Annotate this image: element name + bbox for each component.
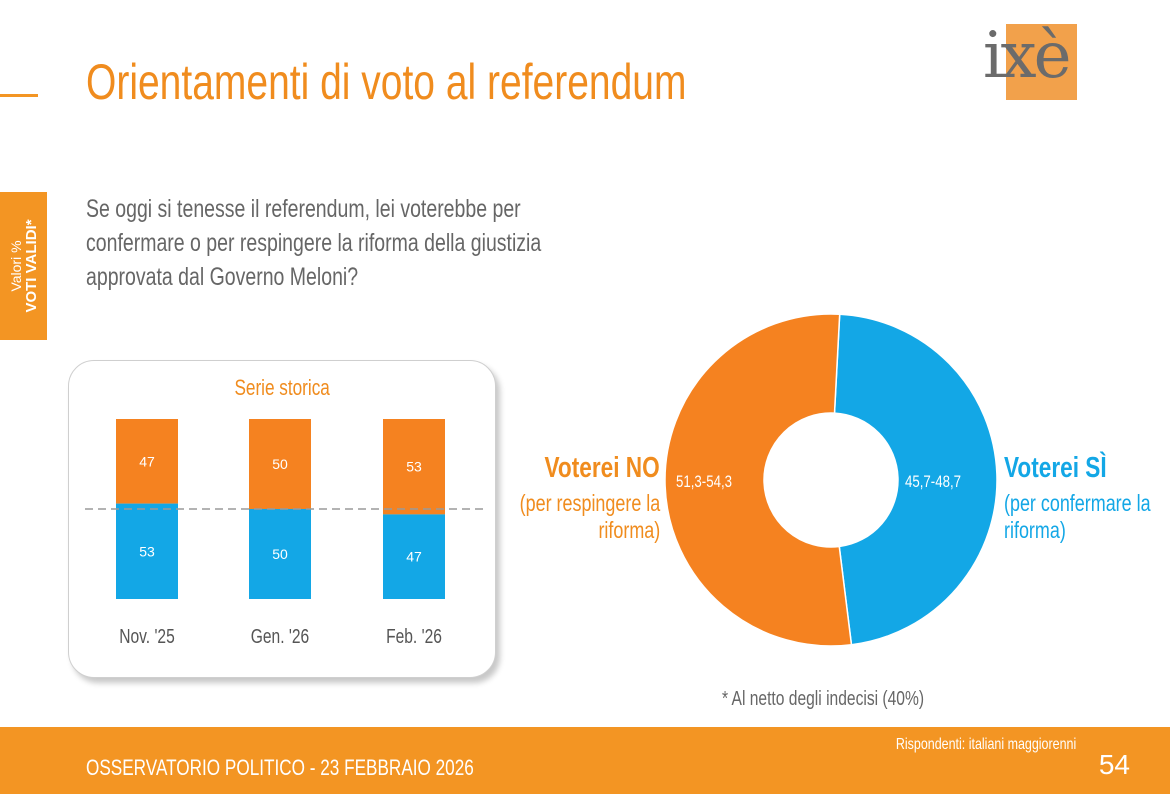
donut-slice-si	[833, 313, 998, 646]
si-sub-line: (per confermare la	[1004, 490, 1151, 516]
si-range-label: 45,7-48,7	[905, 472, 962, 491]
no-sub-line: riforma)	[598, 517, 660, 543]
si-legend-title: Voterei SÌ	[1004, 452, 1107, 484]
no-legend-title: Voterei NO	[544, 452, 660, 484]
bar-si-label: 53	[139, 543, 155, 559]
values-side-tab: Valori % VOTI VALIDI*	[0, 192, 47, 340]
footer-bar: OSSERVATORIO POLITICO - 23 FEBBRAIO 2026…	[0, 727, 1170, 794]
question-line: approvata dal Governo Meloni?	[86, 263, 359, 291]
question-line: confermare o per respingere la riforma d…	[86, 229, 542, 257]
ixe-logo: ixè	[983, 19, 1077, 100]
si-sub-line: riforma)	[1004, 517, 1066, 543]
logo-text: ixè	[983, 19, 1071, 93]
bar-no	[249, 419, 311, 509]
x-tick-label: Nov. '25	[119, 625, 175, 647]
bar-no-label: 50	[272, 456, 288, 472]
logo-square	[1006, 24, 1077, 100]
no-sub-line: (per respingere la	[519, 490, 660, 516]
bar-no	[383, 419, 445, 515]
footer-respondents: Rispondenti: italiani maggiorenni	[895, 736, 1076, 753]
footer-label: OSSERVATORIO POLITICO - 23 FEBBRAIO 2026	[86, 755, 474, 780]
si-legend-subtitle: (per confermare la riforma)	[1004, 490, 1170, 544]
no-range-label: 51,3-54,3	[676, 472, 733, 491]
historical-series-panel: Serie storica 47 53 Nov. '25 50 50 Gen. '26 53…	[68, 360, 496, 678]
footnote: * Al netto degli indecisi (40%)	[722, 688, 925, 710]
question-line: Se oggi si tenesse il referendum, lei vo…	[86, 195, 521, 223]
x-tick-label: Feb. '26	[386, 625, 442, 647]
bar-si-label: 50	[272, 546, 288, 562]
title-accent-rule	[0, 94, 38, 97]
no-legend-subtitle: (per respingere la riforma)	[480, 490, 660, 544]
bar-no	[116, 419, 178, 504]
series-title: Serie storica	[234, 375, 330, 400]
bar-no-label: 47	[139, 453, 155, 469]
stacked-bar-chart: 47 53 Nov. '25 50 50 Gen. '26 53 47 Feb. '26	[85, 419, 483, 647]
bar-si-label: 47	[406, 549, 422, 565]
page-number: 54	[1098, 749, 1130, 780]
page-title: Orientamenti di voto al referendum	[86, 54, 687, 110]
bar-si	[249, 509, 311, 599]
bar-no-label: 53	[406, 459, 422, 475]
bar-si	[116, 503, 178, 599]
x-tick-label: Gen. '26	[251, 625, 309, 647]
bar-si	[383, 514, 445, 599]
survey-question: Se oggi si tenesse il referendum, lei vo…	[86, 192, 726, 294]
donut-slice-no	[664, 313, 853, 647]
